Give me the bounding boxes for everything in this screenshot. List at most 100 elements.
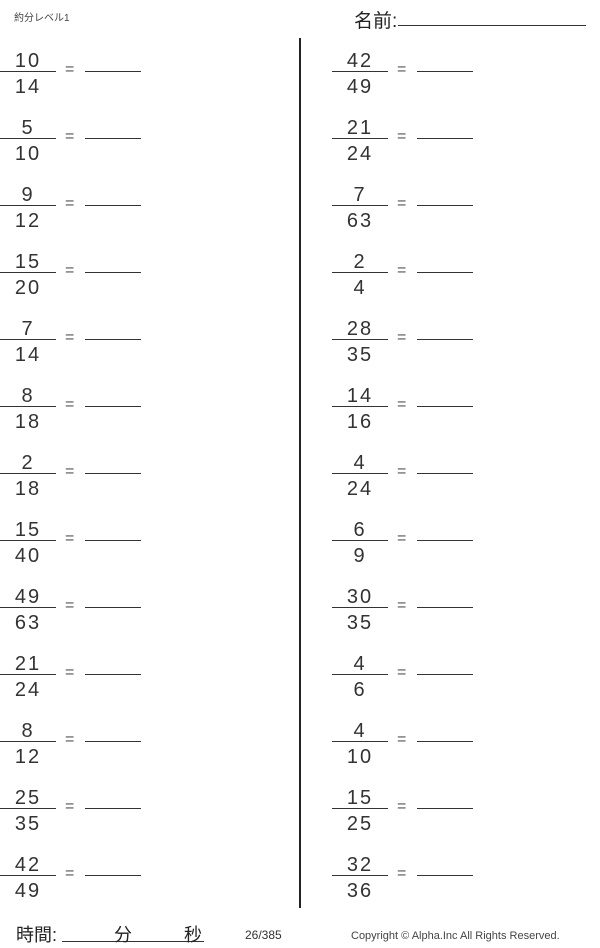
- denominator: 16: [346, 411, 374, 433]
- answer-line[interactable]: [417, 339, 473, 340]
- fraction-problem: 14 16 =: [332, 385, 482, 466]
- answer-line[interactable]: [85, 674, 141, 675]
- numerator: 4: [353, 653, 367, 675]
- numerator: 15: [14, 251, 42, 273]
- answer-line[interactable]: [85, 272, 141, 273]
- answer-line[interactable]: [85, 607, 141, 608]
- fraction-problem: 21 24 =: [332, 117, 482, 198]
- fraction-problem: 32 36 =: [332, 854, 482, 935]
- denominator: 49: [14, 880, 42, 902]
- equals-sign: =: [65, 664, 75, 681]
- answer-line[interactable]: [417, 406, 473, 407]
- answer-line[interactable]: [85, 205, 141, 206]
- answer-line[interactable]: [85, 339, 141, 340]
- fraction-problem: 5 10 =: [0, 117, 150, 198]
- fraction-problem: 42 49 =: [0, 854, 150, 935]
- answer-line[interactable]: [85, 540, 141, 541]
- time-label: 時間:: [16, 925, 58, 945]
- fraction-bar: [332, 272, 388, 273]
- fraction-bar: [332, 875, 388, 876]
- answer-line[interactable]: [417, 607, 473, 608]
- numerator: 10: [14, 50, 42, 72]
- equals-sign: =: [65, 61, 75, 78]
- name-field-line[interactable]: [398, 25, 586, 26]
- fraction-bar: [332, 674, 388, 675]
- seconds-label: 秒: [184, 925, 202, 945]
- fraction-problem: 4 6 =: [332, 653, 482, 734]
- answer-line[interactable]: [85, 138, 141, 139]
- fraction-problem: 9 12 =: [0, 184, 150, 265]
- fraction-problem: 6 9 =: [332, 519, 482, 600]
- fraction-bar: [0, 71, 56, 72]
- fraction-problem: 8 18 =: [0, 385, 150, 466]
- denominator: 63: [346, 210, 374, 232]
- fraction-bar: [0, 875, 56, 876]
- denominator: 24: [346, 143, 374, 165]
- equals-sign: =: [65, 463, 75, 480]
- answer-line[interactable]: [417, 808, 473, 809]
- answer-line[interactable]: [417, 540, 473, 541]
- answer-line[interactable]: [417, 473, 473, 474]
- numerator: 5: [21, 117, 35, 139]
- denominator: 24: [14, 679, 42, 701]
- fraction-bar: [0, 808, 56, 809]
- numerator: 42: [346, 50, 374, 72]
- fraction-bar: [332, 138, 388, 139]
- fraction-problem: 21 24 =: [0, 653, 150, 734]
- fraction-bar: [332, 473, 388, 474]
- answer-line[interactable]: [85, 741, 141, 742]
- numerator: 15: [14, 519, 42, 541]
- denominator: 18: [14, 411, 42, 433]
- answer-line[interactable]: [417, 875, 473, 876]
- equals-sign: =: [65, 396, 75, 413]
- fraction-problem: 4 10 =: [332, 720, 482, 801]
- numerator: 2: [21, 452, 35, 474]
- answer-line[interactable]: [417, 674, 473, 675]
- equals-sign: =: [65, 262, 75, 279]
- denominator: 49: [346, 76, 374, 98]
- numerator: 4: [353, 720, 367, 742]
- fraction-problem: 30 35 =: [332, 586, 482, 667]
- denominator: 35: [346, 612, 374, 634]
- numerator: 42: [14, 854, 42, 876]
- numerator: 25: [14, 787, 42, 809]
- answer-line[interactable]: [417, 741, 473, 742]
- answer-line[interactable]: [85, 808, 141, 809]
- answer-line[interactable]: [417, 138, 473, 139]
- answer-line[interactable]: [417, 71, 473, 72]
- equals-sign: =: [397, 597, 407, 614]
- fraction-problem: 42 49 =: [332, 50, 482, 131]
- denominator: 14: [14, 344, 42, 366]
- equals-sign: =: [65, 329, 75, 346]
- numerator: 7: [353, 184, 367, 206]
- answer-line[interactable]: [85, 406, 141, 407]
- denominator: 4: [353, 277, 367, 299]
- fraction-bar: [0, 406, 56, 407]
- fraction-problem: 28 35 =: [332, 318, 482, 399]
- fraction-bar: [0, 741, 56, 742]
- fraction-bar: [0, 205, 56, 206]
- name-label: 名前:: [354, 11, 398, 32]
- answer-line[interactable]: [417, 272, 473, 273]
- equals-sign: =: [397, 329, 407, 346]
- denominator: 36: [346, 880, 374, 902]
- column-divider: [299, 38, 301, 908]
- equals-sign: =: [397, 61, 407, 78]
- equals-sign: =: [65, 865, 75, 882]
- answer-line[interactable]: [85, 875, 141, 876]
- fraction-bar: [332, 339, 388, 340]
- answer-line[interactable]: [85, 71, 141, 72]
- denominator: 35: [346, 344, 374, 366]
- numerator: 14: [346, 385, 374, 407]
- equals-sign: =: [397, 865, 407, 882]
- numerator: 9: [21, 184, 35, 206]
- equals-sign: =: [65, 731, 75, 748]
- equals-sign: =: [65, 128, 75, 145]
- time-field-line[interactable]: [62, 941, 204, 942]
- numerator: 8: [21, 385, 35, 407]
- fraction-problem: 2 4 =: [332, 251, 482, 332]
- denominator: 25: [346, 813, 374, 835]
- answer-line[interactable]: [85, 473, 141, 474]
- answer-line[interactable]: [417, 205, 473, 206]
